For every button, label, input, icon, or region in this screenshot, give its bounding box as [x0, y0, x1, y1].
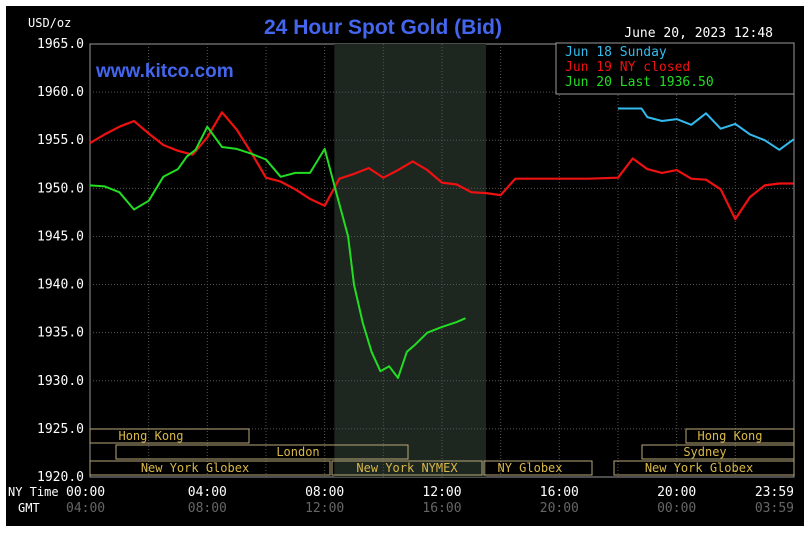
x-tick-label-ny: 12:00: [422, 485, 461, 500]
series-line-2: [89, 125, 466, 379]
series-line-0: [618, 107, 795, 151]
series-line-1: [89, 111, 794, 221]
session-hong-kong-box: [89, 428, 250, 444]
y-tick-label: 1950.0: [37, 181, 84, 196]
x-tick-label-ny: 04:00: [188, 485, 227, 500]
y-tick-label: 1925.0: [37, 422, 84, 437]
session-sydney: Sydney: [683, 445, 726, 459]
gmt-label: GMT: [18, 501, 40, 515]
x-tick-label-gmt: 03:59: [755, 501, 794, 516]
session-london: London: [276, 445, 319, 459]
chart-panel: 1920.0 1925.0 1930.0 1935.0 1940.0 1945.0 1950…: [6, 6, 804, 526]
session-boxes: Hong Kong London New York Globex New Yor…: [89, 428, 795, 476]
session-ny-globex-2: New York Globex: [645, 461, 753, 475]
y-tick-label: 1955.0: [37, 133, 84, 148]
y-tick-label: 1920.0: [37, 470, 84, 485]
y-tick-label: 1930.0: [37, 374, 84, 389]
ny-time-label: NY Time: [8, 485, 59, 499]
session-london-box: [115, 444, 409, 460]
y-tick-label: 1945.0: [37, 229, 84, 244]
x-tick-label-ny: 20:00: [657, 485, 696, 500]
y-tick-label: 1960.0: [37, 85, 84, 100]
session-ny-globex-short-box: [483, 460, 593, 476]
y-tick-label: 1940.0: [37, 278, 84, 293]
x-axis-ticks: 00:00 04:00 08:00 12:00 16:00 20:00 23:5904:00…: [66, 485, 794, 516]
x-tick-label-ny: 00:00: [66, 485, 105, 500]
session-ny-nymex: New York NYMEX: [356, 461, 458, 475]
session-hong-kong-2-box: [685, 428, 795, 444]
x-tick-label-ny: 08:00: [305, 485, 344, 500]
x-tick-label-gmt: 08:00: [188, 501, 227, 516]
chart-title: 24 Hour Spot Gold (Bid): [264, 16, 502, 39]
gold-price-chart: 1920.0 1925.0 1930.0 1935.0 1940.0 1945.0 1950…: [8, 16, 795, 516]
nymex-session-band: [334, 44, 486, 477]
legend-box: [555, 42, 795, 95]
session-ny-globex-2-box: [613, 460, 795, 476]
series-lines: [89, 107, 795, 379]
y-tick-label: 1935.0: [37, 326, 84, 341]
y-axis-ticks: 1920.0 1925.0 1930.0 1935.0 1940.0 1945.0 1950…: [37, 37, 84, 485]
watermark: www.kitco.com: [95, 61, 234, 82]
x-tick-label-gmt: 12:00: [305, 501, 344, 516]
session-sydney-box: [641, 444, 795, 460]
legend-entry-jun18: Jun 18 Sunday: [565, 45, 667, 60]
y-tick-label: 1965.0: [37, 37, 84, 52]
session-hong-kong: Hong Kong: [118, 429, 183, 443]
x-tick-label-gmt: 16:00: [422, 501, 461, 516]
x-tick-label-ny: 23:59: [755, 485, 794, 500]
unit-label: USD/oz: [28, 16, 71, 30]
legend-entry-jun20: Jun 20 Last 1936.50: [565, 75, 714, 90]
session-ny-nymex-box: [331, 460, 483, 476]
x-tick-label-gmt: 20:00: [540, 501, 579, 516]
legend-entry-jun19: Jun 19 NY closed: [565, 60, 690, 75]
x-tick-label-gmt: 00:00: [657, 501, 696, 516]
x-tick-label-gmt: 04:00: [66, 501, 105, 516]
session-ny-globex: New York Globex: [141, 461, 249, 475]
session-ny-globex-box: [89, 460, 331, 476]
timestamp: June 20, 2023 12:48: [624, 26, 773, 41]
x-tick-label-ny: 16:00: [540, 485, 579, 500]
session-hong-kong-2: Hong Kong: [697, 429, 762, 443]
session-ny-globex-short: NY Globex: [497, 461, 562, 475]
